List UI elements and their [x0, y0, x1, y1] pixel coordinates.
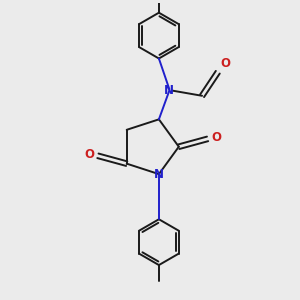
Text: N: N [164, 84, 174, 97]
Text: O: O [220, 57, 230, 70]
Text: N: N [154, 168, 164, 181]
Text: O: O [84, 148, 94, 161]
Text: O: O [212, 131, 221, 144]
